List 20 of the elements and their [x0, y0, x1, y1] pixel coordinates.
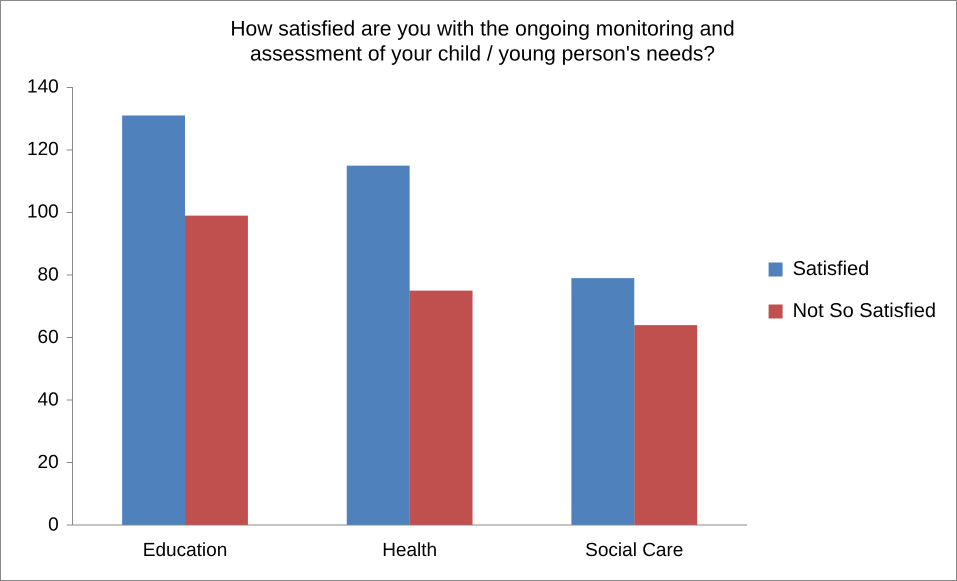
bar: [634, 325, 698, 525]
y-tick-label: 60: [38, 326, 59, 348]
bar: [571, 278, 634, 525]
x-tick-label: Social Care: [585, 540, 684, 561]
bar: [185, 216, 248, 525]
x-tick-label: Health: [382, 540, 438, 561]
y-tick-label: 140: [27, 76, 59, 98]
y-tick-label: 100: [27, 202, 59, 223]
legend-label: Satisfied: [792, 258, 870, 280]
bar: [410, 290, 473, 525]
y-tick-label: 0: [48, 514, 59, 536]
y-tick-label: 20: [38, 452, 59, 473]
legend-label: Not So Satisfied: [792, 300, 936, 322]
chart-title: How satisfied are you with the ongoing monitoring and assessment of your child / young person's needs?: [230, 17, 735, 66]
x-tick-label: Education: [142, 540, 228, 561]
y-tick-label: 40: [38, 389, 59, 410]
bar: [346, 166, 410, 525]
y-tick-label: 120: [27, 139, 59, 160]
bar: [122, 116, 186, 525]
y-tick-label: 80: [38, 264, 59, 286]
